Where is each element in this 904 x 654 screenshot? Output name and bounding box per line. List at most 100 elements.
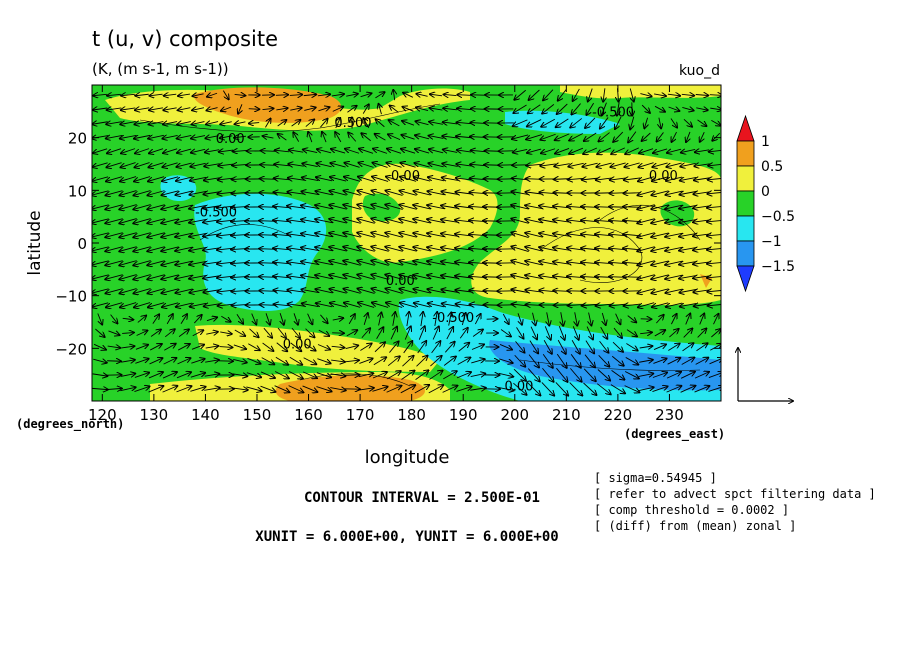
wind-vector — [149, 344, 162, 351]
x-tick-label: 230 — [655, 406, 684, 424]
wind-vector — [404, 326, 411, 340]
wind-vector — [588, 88, 593, 102]
wind-vector — [707, 234, 721, 236]
wind-vector — [462, 313, 465, 326]
wind-vector — [246, 372, 261, 378]
wind-vector — [135, 345, 148, 350]
wind-vector — [400, 385, 415, 394]
wind-vector — [430, 108, 443, 110]
wind-vector — [694, 372, 709, 379]
wind-vector — [233, 344, 246, 349]
region-cyan-west — [194, 193, 327, 311]
wind-vector — [657, 132, 664, 141]
wind-vector — [611, 355, 624, 365]
wind-vector — [289, 95, 302, 96]
wind-vector — [289, 150, 304, 152]
wind-vector — [612, 341, 623, 352]
wind-vector — [375, 134, 386, 141]
wind-vector — [514, 89, 526, 100]
wind-vector — [555, 133, 570, 140]
wind-vector — [390, 327, 397, 340]
wind-vector — [207, 93, 218, 97]
wind-vector — [711, 119, 720, 125]
wind-vector — [695, 95, 709, 96]
wind-vector — [708, 387, 721, 392]
wind-vector — [696, 343, 707, 352]
wind-vector — [248, 109, 260, 110]
wind-vector — [148, 386, 164, 393]
wind-vector — [570, 368, 581, 381]
wind-vector — [541, 382, 554, 395]
wind-vector — [630, 88, 634, 101]
wind-vector — [713, 314, 718, 325]
wind-vector — [363, 118, 370, 129]
wind-vector — [515, 341, 525, 352]
wind-vector — [543, 89, 554, 101]
wind-vector — [387, 371, 400, 380]
colorbar-label: 0 — [761, 184, 770, 200]
wind-vector — [308, 132, 312, 143]
wind-vector — [262, 342, 274, 351]
chart-title: t (u, v) composite — [92, 27, 278, 51]
wind-vector — [330, 388, 345, 391]
wind-vector — [106, 388, 122, 389]
wind-vector — [697, 119, 707, 126]
wind-vector — [403, 341, 413, 354]
chart-subtitle: (K, (m s-1, m s-1)) — [92, 60, 229, 78]
wind-vector — [570, 118, 583, 127]
wind-vector — [513, 368, 526, 381]
wind-vector — [513, 149, 528, 152]
wind-vector — [615, 313, 621, 325]
wind-vector — [543, 340, 552, 353]
wind-vector — [376, 327, 384, 339]
wind-vector — [320, 119, 327, 128]
colorbar-segment — [736, 140, 755, 167]
wind-vector — [533, 312, 536, 326]
wind-vector — [302, 385, 318, 392]
wind-vector — [178, 108, 191, 111]
wind-vector — [544, 326, 551, 339]
wind-vector — [428, 385, 443, 394]
wind-vector — [472, 329, 483, 337]
wind-vector — [137, 316, 146, 323]
wind-vector — [584, 132, 597, 141]
x-unit-label: (degrees_east) — [624, 427, 725, 442]
wind-vector — [707, 192, 721, 194]
y-tick-label: 0 — [77, 235, 87, 253]
wind-vector — [93, 148, 108, 153]
y-tick-label: 20 — [68, 130, 87, 148]
wind-vector — [598, 132, 610, 142]
wind-vector — [513, 104, 527, 113]
wind-vector — [192, 94, 204, 96]
wind-vector — [696, 108, 707, 110]
wind-vector — [654, 94, 666, 96]
wind-vector — [407, 312, 409, 327]
wind-vector — [498, 373, 514, 376]
wind-vector — [121, 94, 135, 95]
wind-vector — [162, 386, 178, 393]
wind-vector — [402, 121, 415, 126]
wind-vector — [456, 122, 472, 123]
wind-vector — [293, 132, 300, 142]
wind-vector — [542, 353, 553, 368]
wind-vector — [416, 121, 429, 124]
contour-label: 0.00 — [283, 337, 312, 352]
wind-vector — [220, 122, 232, 125]
wind-vector — [164, 329, 174, 338]
wind-vector — [707, 290, 721, 292]
wind-vector — [322, 132, 326, 143]
wind-vector — [348, 133, 357, 142]
wind-vector — [639, 346, 653, 348]
contour-line — [139, 103, 441, 132]
wind-vector — [345, 360, 359, 362]
wind-vector — [238, 104, 242, 113]
note-line: [ refer to advect spct filtering data ] — [594, 487, 876, 501]
wind-vector — [700, 131, 705, 142]
wind-vector — [362, 104, 369, 114]
wind-vector — [277, 327, 286, 338]
wind-vector — [569, 133, 583, 140]
wind-vector — [709, 358, 721, 365]
wind-vector — [93, 359, 106, 363]
wind-vector — [571, 340, 580, 353]
